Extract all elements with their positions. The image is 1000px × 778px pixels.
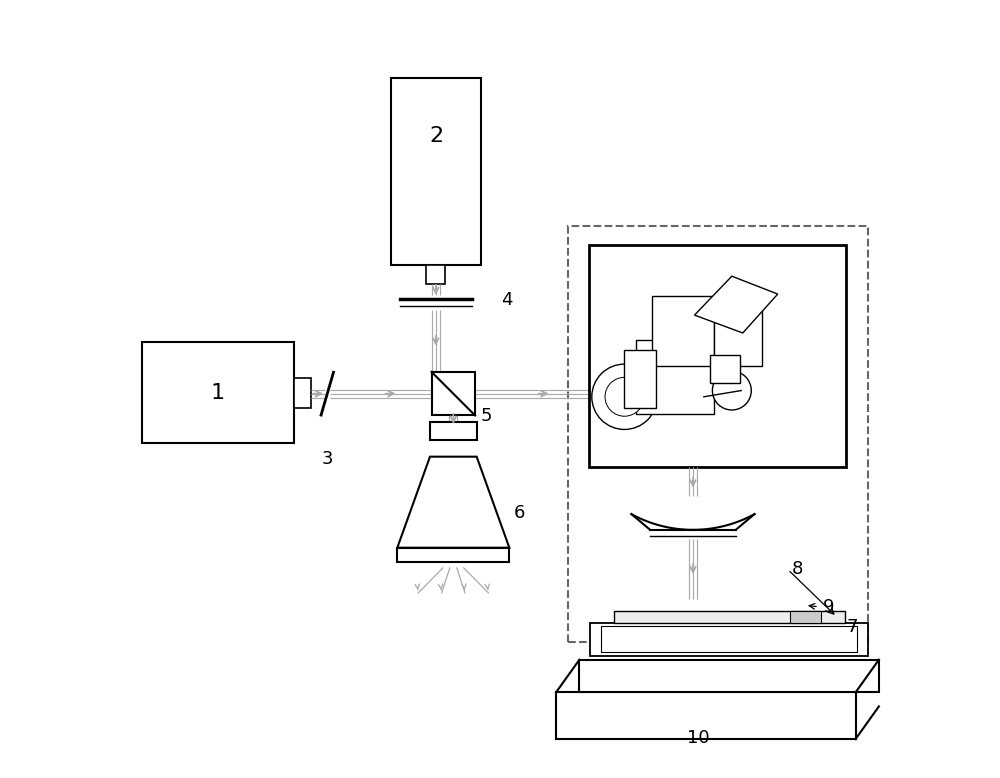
Bar	[579, 660, 879, 692]
Text: 9: 9	[823, 598, 834, 616]
Bar	[636, 340, 714, 414]
Text: 1: 1	[211, 383, 225, 403]
Bar	[710, 355, 740, 383]
Polygon shape	[397, 457, 509, 548]
Circle shape	[592, 364, 657, 429]
Bar	[624, 350, 656, 408]
Text: 5: 5	[481, 407, 492, 426]
Text: 4: 4	[502, 291, 513, 310]
Bar	[397, 548, 509, 562]
Bar	[142, 342, 294, 443]
Bar	[590, 623, 868, 656]
Bar	[432, 372, 475, 415]
Circle shape	[605, 377, 644, 416]
Bar	[589, 245, 846, 467]
Bar	[391, 78, 481, 265]
Bar	[714, 302, 762, 366]
Text: 2: 2	[429, 126, 443, 146]
Polygon shape	[694, 276, 778, 333]
Bar	[568, 226, 868, 642]
Circle shape	[712, 371, 751, 410]
Bar	[652, 296, 714, 366]
Bar	[426, 265, 445, 284]
Bar	[294, 378, 311, 408]
Text: 3: 3	[322, 450, 333, 468]
Bar	[601, 626, 857, 652]
Text: 7: 7	[846, 618, 858, 636]
Bar	[430, 422, 477, 440]
Bar	[614, 611, 845, 623]
Bar	[790, 611, 821, 623]
Text: 8: 8	[792, 560, 803, 579]
Text: 10: 10	[687, 728, 710, 747]
Bar	[556, 692, 856, 739]
Text: 6: 6	[514, 504, 525, 523]
